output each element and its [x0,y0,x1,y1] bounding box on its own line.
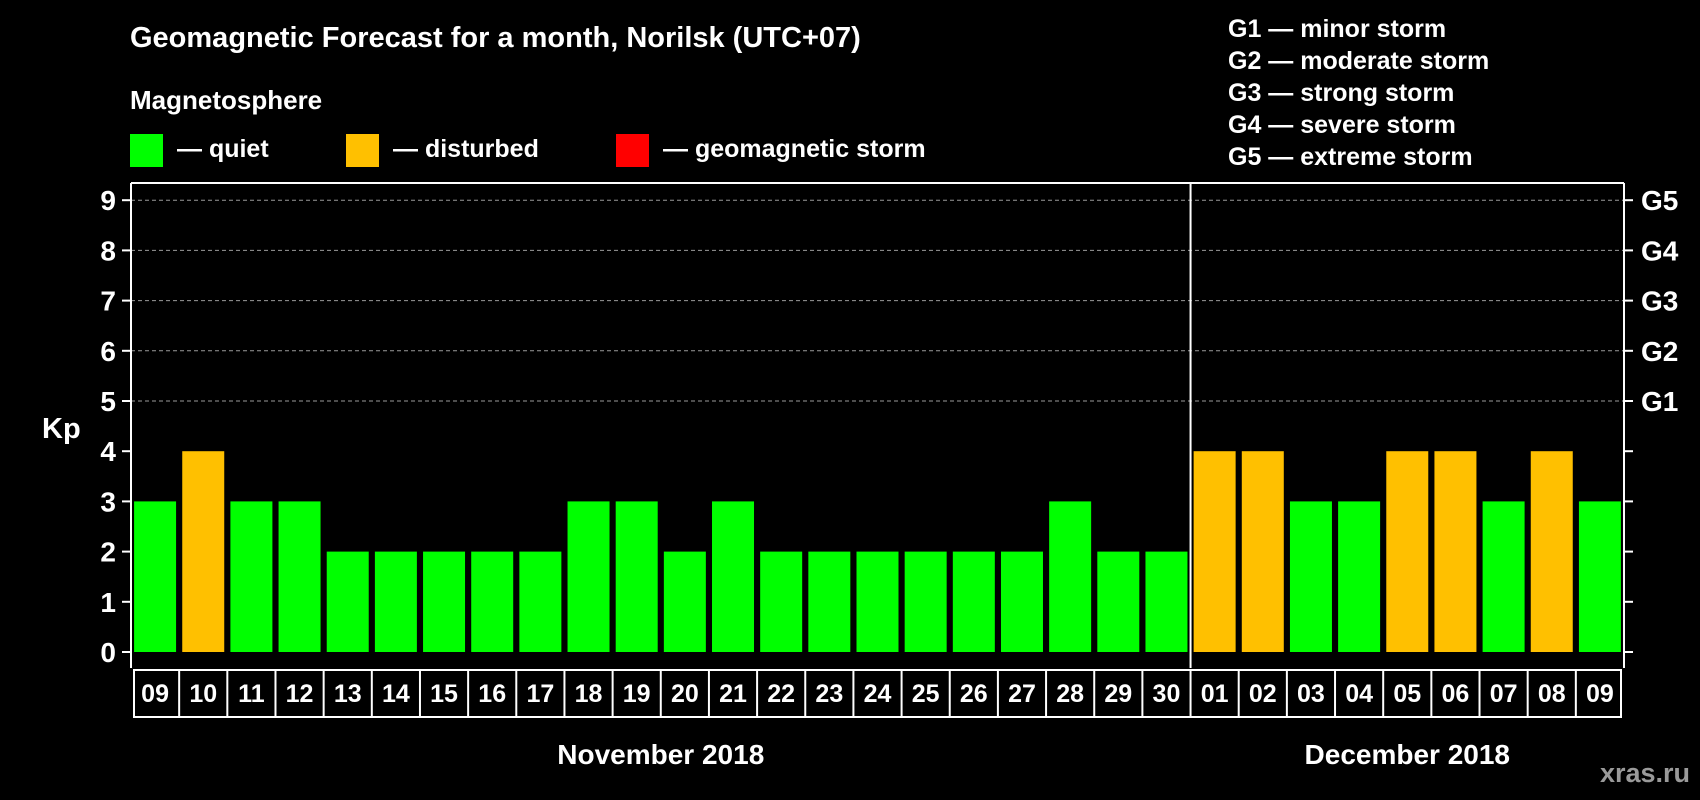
right-axis-label-g2: G2 [1641,336,1678,367]
x-tick-label-18: 27 [1008,680,1036,708]
y-tick-label-1: 1 [100,587,116,618]
bar-27 [1434,451,1477,652]
bar-6 [423,551,466,652]
bar-10 [615,501,658,652]
x-tick-label-25: 04 [1345,680,1373,708]
y-tick-label-0: 0 [100,637,116,668]
x-tick-label-21: 30 [1153,680,1181,708]
y-tick-label-3: 3 [100,486,116,517]
month-label-0: November 2018 [557,739,764,770]
bar-9 [567,501,610,652]
legend-label-storm: — geomagnetic storm [663,135,926,163]
x-tick-label-15: 24 [864,680,892,708]
x-tick-label-22: 01 [1201,680,1229,708]
legend-swatch-storm [616,134,649,167]
x-tick-label-5: 14 [382,680,410,708]
bar-7 [471,551,514,652]
y-tick-label-6: 6 [100,336,116,367]
legend-swatch-disturbed [346,134,379,167]
x-tick-label-30: 09 [1586,680,1614,708]
bar-12 [712,501,755,652]
bar-28 [1482,501,1525,652]
bar-3 [278,501,321,652]
legend-heading: Magnetosphere [130,85,322,115]
g-scale-g5: G5 — extreme storm [1228,143,1473,171]
bar-5 [374,551,417,652]
legend-swatch-quiet [130,134,163,167]
right-axis-label-g3: G3 [1641,286,1678,317]
bar-21 [1145,551,1188,652]
g-scale-g2: G2 — moderate storm [1228,47,1489,75]
x-tick-label-27: 06 [1442,680,1470,708]
x-tick-label-26: 05 [1393,680,1421,708]
month-label-1: December 2018 [1305,739,1510,770]
bar-15 [856,551,899,652]
y-tick-label-7: 7 [100,286,116,317]
bar-8 [519,551,562,652]
bar-22 [1193,451,1236,652]
x-tick-label-0: 09 [141,680,169,708]
y-tick-label-5: 5 [100,386,116,417]
x-tick-label-24: 03 [1297,680,1325,708]
right-axis-label-g1: G1 [1641,386,1678,417]
g-scale-g3: G3 — strong storm [1228,79,1454,107]
x-tick-label-20: 29 [1104,680,1132,708]
right-axis-label-g5: G5 [1641,185,1678,216]
x-tick-label-6: 15 [430,680,458,708]
bar-24 [1289,501,1332,652]
bar-1 [182,451,225,652]
x-tick-label-16: 25 [912,680,940,708]
bar-13 [760,551,803,652]
x-tick-label-7: 16 [478,680,506,708]
x-tick-label-28: 07 [1490,680,1518,708]
chart-title: Geomagnetic Forecast for a month, Norils… [130,22,861,54]
y-axis-label: Kp [42,413,81,445]
x-tick-label-10: 19 [623,680,651,708]
x-tick-label-4: 13 [334,680,362,708]
x-tick-label-17: 26 [960,680,988,708]
bar-18 [1000,551,1043,652]
x-tick-label-14: 23 [815,680,843,708]
bar-0 [134,501,177,652]
bar-11 [663,551,706,652]
bar-23 [1241,451,1284,652]
x-tick-label-9: 18 [575,680,603,708]
x-tick-label-1: 10 [189,680,217,708]
bar-14 [808,551,851,652]
x-tick-label-12: 21 [719,680,747,708]
x-tick-label-8: 17 [526,680,554,708]
legend-label-quiet: — quiet [177,135,269,163]
x-tick-label-3: 12 [286,680,314,708]
bar-30 [1578,501,1621,652]
legend-label-disturbed: — disturbed [393,135,539,163]
y-tick-label-8: 8 [100,235,116,266]
x-tick-label-13: 22 [767,680,795,708]
bar-2 [230,501,273,652]
x-tick-label-11: 20 [671,680,699,708]
watermark: xras.ru [1600,758,1690,788]
g-scale-g1: G1 — minor storm [1228,15,1446,43]
bar-16 [904,551,947,652]
x-tick-label-23: 02 [1249,680,1277,708]
y-tick-label-9: 9 [100,185,116,216]
x-tick-label-19: 28 [1056,680,1084,708]
g-scale-g4: G4 — severe storm [1228,111,1456,139]
bar-19 [1049,501,1092,652]
bar-17 [952,551,995,652]
bar-4 [326,551,369,652]
bar-25 [1338,501,1381,652]
right-axis-label-g4: G4 [1641,235,1679,266]
bar-20 [1097,551,1140,652]
x-tick-label-29: 08 [1538,680,1566,708]
x-tick-label-2: 11 [238,680,265,708]
bar-26 [1386,451,1429,652]
y-tick-label-2: 2 [100,537,116,568]
x-label-frame [133,669,1622,718]
bar-29 [1530,451,1573,652]
y-tick-label-4: 4 [100,436,116,467]
